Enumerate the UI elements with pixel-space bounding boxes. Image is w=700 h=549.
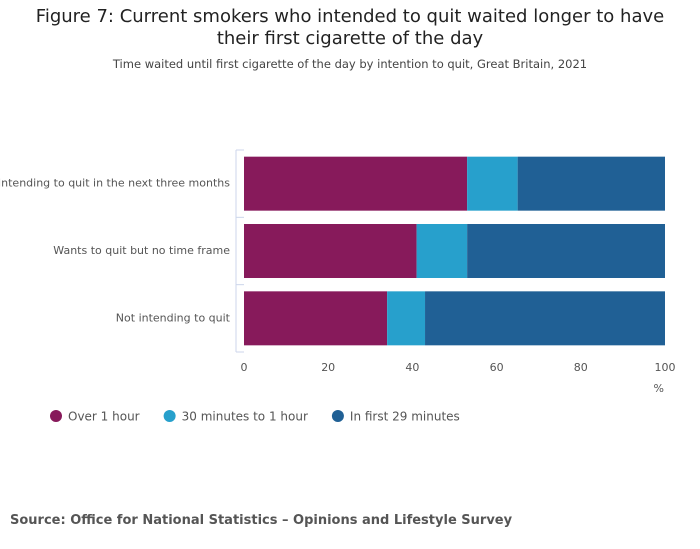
legend-marker[interactable]	[331, 410, 344, 422]
legend-marker[interactable]	[163, 410, 176, 422]
chart-title: Figure 7: Current smokers who intended t…	[35, 6, 665, 49]
bar-segment	[467, 224, 665, 278]
y-tick-label: Not intending to quit	[116, 311, 231, 324]
bar-segment	[425, 291, 665, 346]
bar-segment	[467, 156, 518, 211]
legend-label[interactable]: Over 1 hour	[68, 410, 140, 424]
legend-marker[interactable]	[50, 410, 62, 422]
bar-segment	[416, 224, 468, 278]
x-tick-label: 20	[321, 361, 335, 374]
y-tick-label: Intending to quit in the next three mont…	[0, 177, 230, 190]
bar-segment	[244, 224, 417, 278]
legend-label[interactable]: 30 minutes to 1 hour	[182, 410, 308, 424]
x-tick-label: 60	[490, 361, 504, 374]
bar-segment	[517, 156, 665, 211]
bar-segment	[387, 291, 426, 346]
x-tick-label: 40	[405, 361, 419, 374]
x-tick-label: 100	[655, 361, 676, 374]
x-tick-label: 0	[241, 361, 248, 374]
chart-subtitle: Time waited until first cigarette of the…	[112, 57, 588, 71]
legend-label[interactable]: In first 29 minutes	[350, 410, 460, 424]
bar-segment	[244, 291, 388, 346]
x-axis-label: %	[654, 382, 664, 395]
x-tick-label: 80	[574, 361, 588, 374]
source: Source: Office for National Statistics –…	[10, 513, 513, 528]
y-tick-label: Wants to quit but no time frame	[53, 244, 230, 257]
bar-segment	[244, 156, 468, 211]
